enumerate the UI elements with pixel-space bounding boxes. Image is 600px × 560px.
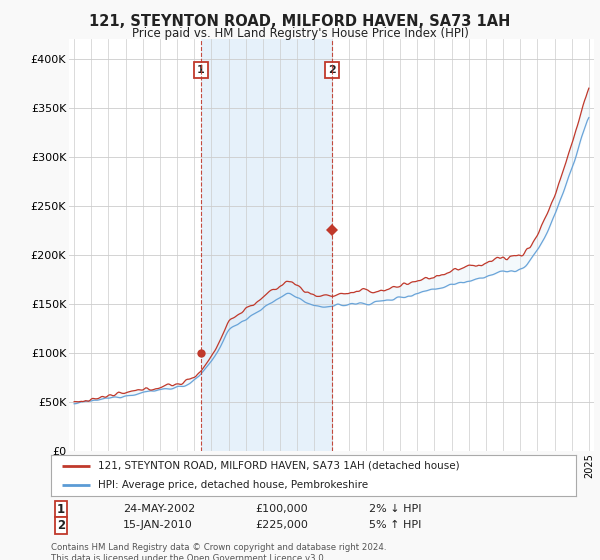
Text: 1: 1 <box>57 502 65 516</box>
Text: 1: 1 <box>197 65 205 75</box>
Text: £225,000: £225,000 <box>255 520 308 530</box>
Text: 5% ↑ HPI: 5% ↑ HPI <box>369 520 421 530</box>
Text: Price paid vs. HM Land Registry's House Price Index (HPI): Price paid vs. HM Land Registry's House … <box>131 27 469 40</box>
Text: 121, STEYNTON ROAD, MILFORD HAVEN, SA73 1AH: 121, STEYNTON ROAD, MILFORD HAVEN, SA73 … <box>89 14 511 29</box>
Text: 2% ↓ HPI: 2% ↓ HPI <box>369 504 421 514</box>
Text: 15-JAN-2010: 15-JAN-2010 <box>123 520 193 530</box>
Text: HPI: Average price, detached house, Pembrokeshire: HPI: Average price, detached house, Pemb… <box>98 480 368 490</box>
Text: Contains HM Land Registry data © Crown copyright and database right 2024.
This d: Contains HM Land Registry data © Crown c… <box>51 543 386 560</box>
Bar <box>201 39 332 451</box>
Text: 24-MAY-2002: 24-MAY-2002 <box>123 504 195 514</box>
Text: £100,000: £100,000 <box>255 504 308 514</box>
Text: 2: 2 <box>328 65 336 75</box>
Text: 2: 2 <box>57 519 65 532</box>
Text: 121, STEYNTON ROAD, MILFORD HAVEN, SA73 1AH (detached house): 121, STEYNTON ROAD, MILFORD HAVEN, SA73 … <box>98 461 460 471</box>
